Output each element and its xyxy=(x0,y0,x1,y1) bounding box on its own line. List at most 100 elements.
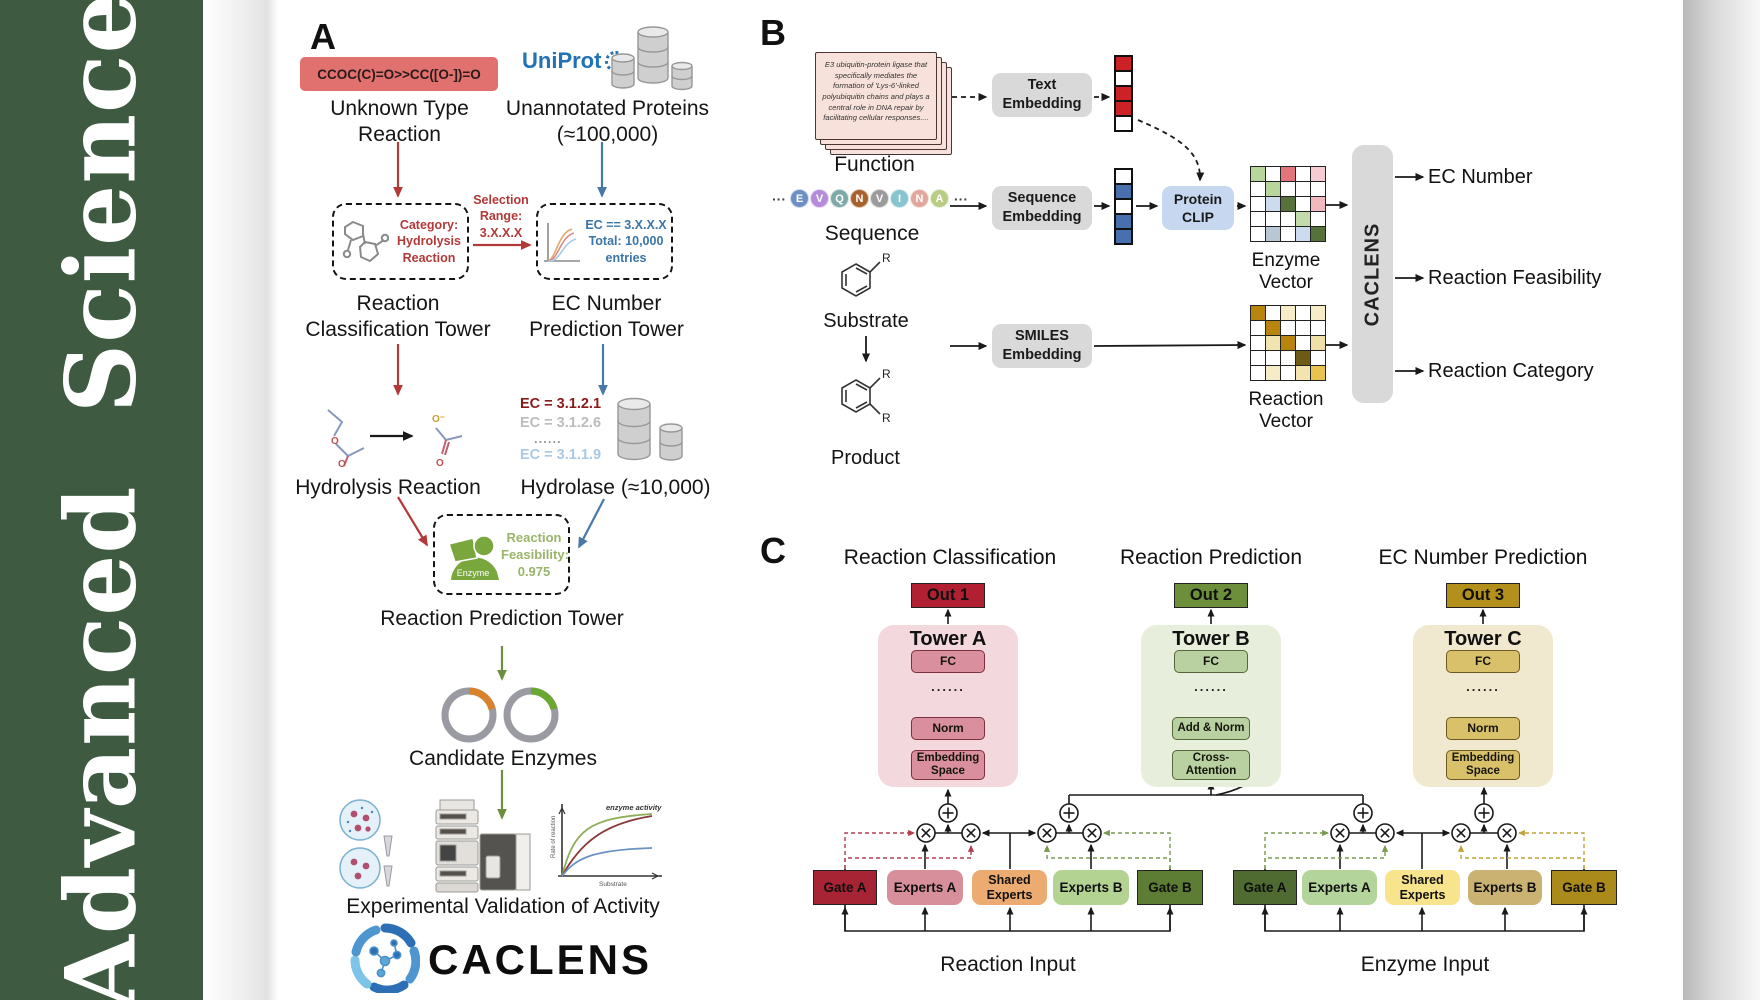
enzyme-input-label: Enzyme Input xyxy=(1360,953,1490,976)
title-reaction-prediction: Reaction Prediction xyxy=(1119,546,1303,569)
title-ec-number-prediction: EC Number Prediction xyxy=(1378,546,1588,569)
page-left-shadow xyxy=(203,0,281,1000)
product-node xyxy=(1037,823,1057,843)
caclens-model-bar: CACLENS xyxy=(1352,145,1393,403)
tower-c-dots: ...... xyxy=(1466,679,1500,694)
residue-V: V xyxy=(870,189,889,208)
residue-I: I xyxy=(890,189,909,208)
output-reaction-feasibility: Reaction Feasibility xyxy=(1428,267,1602,289)
tower-c-fc: FC xyxy=(1446,650,1520,673)
feasibility-text: Reaction Feasibility: 0.975 xyxy=(501,530,569,579)
tower-b-cross-attention: Cross- Attention xyxy=(1172,750,1250,780)
selection-range-text: Selection Range: 3.X.X.X xyxy=(473,193,529,240)
ec-selection-box: EC == 3.X.X.X Total: 10,000 entries xyxy=(536,203,673,280)
reaction-classification-tower-label: Reaction Classification Tower xyxy=(305,292,491,342)
plasmids-icon xyxy=(441,687,559,743)
tower-c-name: Tower C xyxy=(1444,628,1522,650)
enzyme-icon: Enzyme xyxy=(448,535,499,580)
tower-b-fc: FC xyxy=(1174,650,1248,673)
svg-text:O: O xyxy=(331,436,339,447)
text-embedding-box: Text Embedding xyxy=(992,73,1092,117)
product-node xyxy=(1375,823,1395,843)
sum-node xyxy=(1353,803,1373,823)
ec-result-dots: ...... xyxy=(534,431,562,446)
reaction-feasibility-box: Enzyme Reaction Feasibility: 0.975 xyxy=(433,514,570,595)
residue-N: N xyxy=(910,189,929,208)
smiles-embedding-box: SMILES Embedding xyxy=(992,324,1092,368)
tower-b-dots: ...... xyxy=(1194,679,1228,694)
tower-b: Tower B FC ...... Add & Norm Cross- Atte… xyxy=(1141,625,1281,787)
svg-text:O⁻: O⁻ xyxy=(432,414,445,425)
function-label: Function xyxy=(834,153,915,176)
enzyme-experts-b: Experts B xyxy=(1468,870,1542,905)
enzyme-shared-experts: Shared Experts xyxy=(1385,870,1460,905)
enzyme-experts-a: Experts A xyxy=(1302,870,1377,905)
tower-b-name: Tower B xyxy=(1172,628,1250,650)
svg-text:O: O xyxy=(436,458,444,468)
reaction-gate-b: Gate B xyxy=(1137,870,1203,905)
curves-icon xyxy=(544,223,580,262)
ec-result-3: EC = 3.1.1.9 xyxy=(520,447,602,463)
reaction-classification-result-box: Category: Hydrolysis Reaction xyxy=(332,203,469,280)
enzyme-vector-matrix xyxy=(1250,166,1326,242)
enzyme-gate-a: Gate A xyxy=(1233,870,1297,905)
ec-selection-text: EC == 3.X.X.X Total: 10,000 entries xyxy=(585,218,667,265)
product-node xyxy=(1451,823,1471,843)
page-right-shadow xyxy=(1683,0,1760,1000)
reaction-experts-a: Experts A xyxy=(887,870,963,905)
hydrolysis-reaction-label: Hydrolysis Reaction xyxy=(295,476,481,499)
sum-node xyxy=(938,803,958,823)
candidate-enzymes-label: Candidate Enzymes xyxy=(409,747,597,770)
residue-Q: Q xyxy=(830,189,849,208)
substrate-label: Substrate xyxy=(823,310,909,332)
svg-text:R: R xyxy=(882,411,891,425)
tower-a: Tower A FC ...... Norm Embedding Space xyxy=(878,625,1018,787)
panel-c-label: C xyxy=(760,530,786,571)
tower-c-embedding: Embedding Space xyxy=(1446,750,1520,780)
product-node xyxy=(1497,823,1517,843)
sum-product-nodes xyxy=(916,803,1517,843)
residue-V: V xyxy=(810,189,829,208)
sequence-embedding-box: Sequence Embedding xyxy=(992,186,1092,230)
ellipsis-left: ··· xyxy=(772,190,786,207)
enzyme-gate-b: Gate B xyxy=(1551,870,1617,905)
svg-text:Rate of reaction: Rate of reaction xyxy=(551,816,557,858)
caclens-logo-icon xyxy=(350,923,420,993)
ec-result-2: EC = 3.1.2.6 xyxy=(520,415,602,431)
substrate-molecule-icon: R xyxy=(841,251,891,297)
text-embedding-vector xyxy=(1114,55,1133,132)
cell-samples-icon xyxy=(339,799,393,889)
svg-text:Enzyme: Enzyme xyxy=(457,568,490,578)
tower-b-add-norm: Add & Norm xyxy=(1172,717,1250,740)
sequence-label: Sequence xyxy=(824,222,920,245)
out1-box: Out 1 xyxy=(911,583,985,608)
ellipsis-right: ··· xyxy=(954,190,968,207)
out3-box: Out 3 xyxy=(1446,583,1520,608)
ec-number-prediction-tower-label: EC Number Prediction Tower xyxy=(529,292,684,342)
tower-a-name: Tower A xyxy=(909,628,987,650)
svg-text:O: O xyxy=(338,459,346,468)
output-ec-number: EC Number xyxy=(1428,166,1533,188)
reaction-experts-b: Experts B xyxy=(1053,870,1129,905)
ec-result-1: EC = 3.1.2.1 xyxy=(520,396,602,412)
category-result-text: Category: Hydrolysis Reaction xyxy=(397,218,461,265)
out2-box: Out 2 xyxy=(1174,583,1248,608)
sequence-embedding-vector xyxy=(1114,168,1133,245)
molecule-icon xyxy=(342,220,389,263)
product-node xyxy=(961,823,981,843)
product-node xyxy=(1082,823,1102,843)
function-cards: E3 ubiquitin-protein ligase that specifi… xyxy=(815,52,953,155)
journal-title: Advanced Science xyxy=(45,0,158,1000)
experimental-validation-label: Experimental Validation of Activity xyxy=(346,895,660,918)
function-card-text: E3 ubiquitin-protein ligase that specifi… xyxy=(822,60,930,123)
residue-N: N xyxy=(850,189,869,208)
tower-a-norm: Norm xyxy=(911,717,985,740)
reaction-shared-experts: Shared Experts xyxy=(972,870,1047,905)
product-molecule-icon: R R xyxy=(841,367,891,425)
reaction-input-label: Reaction Input xyxy=(940,953,1076,976)
svg-text:R: R xyxy=(882,251,891,265)
hydrolase-label: Hydrolase (≈10,000) xyxy=(520,476,711,499)
title-reaction-classification: Reaction Classification xyxy=(843,546,1057,569)
output-reaction-category: Reaction Category xyxy=(1428,360,1594,382)
